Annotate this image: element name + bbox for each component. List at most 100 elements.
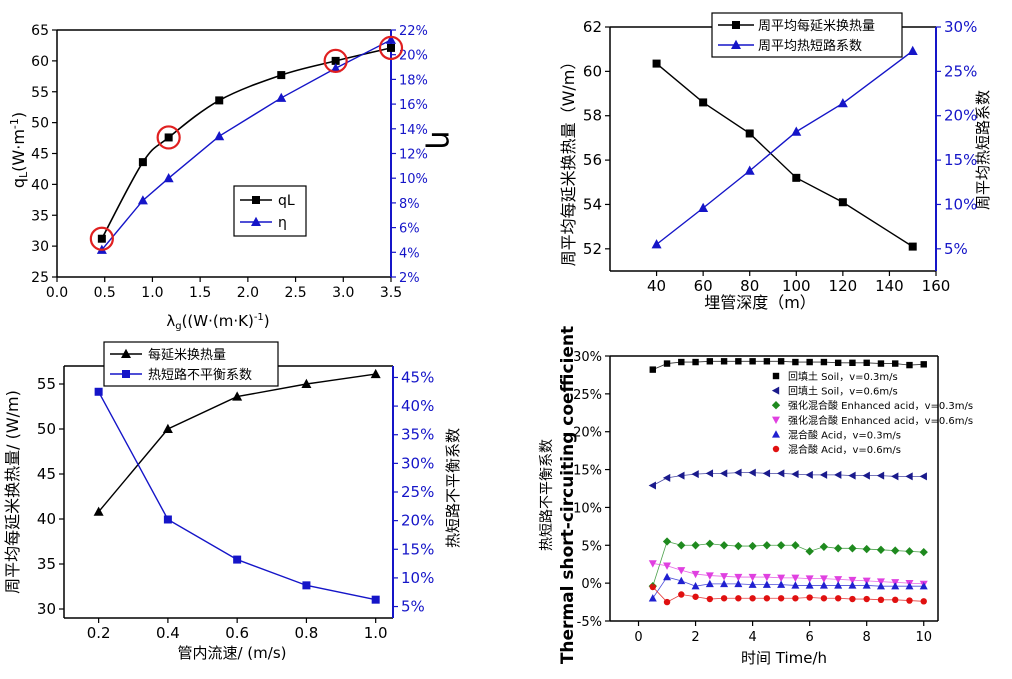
y-tick-label: 5% [581, 539, 602, 554]
y-tick-label: 62 [583, 18, 602, 36]
data-point [651, 239, 662, 249]
x-tick-label: 2.5 [284, 285, 306, 301]
x-tick-label: 3.0 [332, 285, 354, 301]
data-point [163, 515, 172, 524]
x-tick-label: 60 [694, 277, 713, 295]
series-line [652, 472, 924, 486]
y2-tick-label: 10% [944, 195, 977, 213]
data-point [162, 423, 173, 433]
x-tick-label: 3.5 [380, 285, 402, 301]
data-point [744, 165, 755, 175]
p4-x-axis-label: 时间 Time/h [741, 649, 827, 667]
data-point [97, 234, 106, 243]
legend-label: 强化混合酸 Enhanced acid，v=0.3m/s [788, 399, 973, 412]
legend-marker [251, 216, 261, 226]
p2-y-axis-label: 周平均每延米换热量（W/m） [559, 54, 578, 267]
data-point [652, 59, 661, 68]
x-tick-label: 0.8 [294, 624, 318, 642]
x-tick-label: 6 [806, 630, 814, 645]
y2-tick-label: 25% [944, 62, 977, 80]
data-point [277, 71, 286, 80]
p1-y-axis-label: qL(W·m-1) [8, 112, 30, 188]
x-tick-label: 1.0 [141, 285, 163, 301]
x-tick-label: 0.4 [156, 624, 180, 642]
series-1 [93, 368, 381, 516]
series-6 [649, 583, 927, 606]
data-point [819, 581, 828, 589]
legend-marker [252, 196, 260, 204]
data-point [907, 45, 918, 55]
y-tick-label: -5% [577, 615, 602, 630]
y-tick-label: 20% [573, 426, 602, 441]
data-point [919, 582, 928, 590]
data-point [698, 202, 709, 213]
y-tick-label: 52 [583, 240, 602, 258]
data-point [386, 34, 396, 44]
y2-tick-label: 12% [399, 148, 428, 163]
data-point [720, 579, 729, 588]
data-point [648, 481, 656, 490]
y2-tick-label: 6% [399, 222, 420, 237]
x-tick-label: 0.6 [225, 624, 249, 642]
legend-label: 混合酸 Acid，v=0.3m/s [788, 428, 901, 441]
y2-tick-label: 25% [401, 483, 434, 501]
x-tick-label: 140 [875, 277, 904, 295]
x-tick-label: 0.2 [87, 624, 111, 642]
legend-label: 热短路不平衡系数 [148, 367, 252, 383]
x-tick-label: 8 [863, 630, 871, 645]
data-point [663, 562, 672, 570]
legend-label: 混合酸 Acid，v=0.6m/s [788, 443, 901, 456]
data-point [691, 582, 700, 590]
y-tick-label: 40 [31, 177, 49, 193]
y-tick-label: 35 [31, 208, 49, 224]
data-point [791, 126, 802, 136]
legend-label: 回填土 Soil，v=0.6m/s [788, 385, 898, 398]
y2-tick-label: 30% [944, 18, 977, 36]
y-tick-label: 30 [37, 600, 56, 618]
data-point [876, 582, 885, 590]
data-point [777, 574, 786, 583]
legend-label: 强化混合酸 Enhanced acid，v=0.6m/s [788, 414, 973, 427]
series-line [652, 360, 924, 370]
data-point [164, 133, 173, 142]
x-tick-label: 100 [782, 277, 811, 295]
data-point [791, 574, 800, 583]
highlight-circle [156, 125, 181, 150]
y-tick-label: 55 [31, 85, 49, 101]
data-point [734, 579, 743, 588]
data-point [699, 98, 708, 107]
data-point [138, 158, 147, 167]
series-line [652, 586, 924, 603]
y2-tick-label: 8% [399, 197, 420, 212]
data-point [691, 570, 700, 579]
y2-tick-label: 10% [399, 172, 428, 187]
legend-marker [121, 348, 131, 358]
x-tick-label: 4 [748, 630, 756, 645]
data-point [748, 573, 757, 582]
y2-tick-label: 20% [401, 512, 434, 530]
y-tick-label: 10% [573, 501, 602, 516]
series-line [656, 63, 914, 248]
data-point [93, 506, 104, 516]
y-tick-label: 25 [31, 270, 49, 286]
series-line [652, 576, 924, 599]
y2-tick-label: 5% [944, 240, 968, 258]
y2-tick-label: 30% [401, 454, 434, 472]
legend-marker [731, 39, 741, 49]
data-point [745, 129, 754, 138]
x-tick-label: 1.5 [189, 285, 211, 301]
data-point [791, 581, 800, 589]
data-point [838, 198, 847, 207]
legend-box [233, 185, 307, 237]
data-point [762, 573, 771, 582]
data-point [908, 242, 917, 251]
legend-box [103, 341, 279, 387]
data-point [705, 579, 714, 588]
p2-y2-axis-label: 周平均热短路系数 [974, 90, 992, 210]
y-tick-label: 60 [583, 62, 602, 80]
data-point [677, 567, 686, 575]
y2-tick-label: 15% [401, 540, 434, 558]
data-point [834, 576, 843, 584]
